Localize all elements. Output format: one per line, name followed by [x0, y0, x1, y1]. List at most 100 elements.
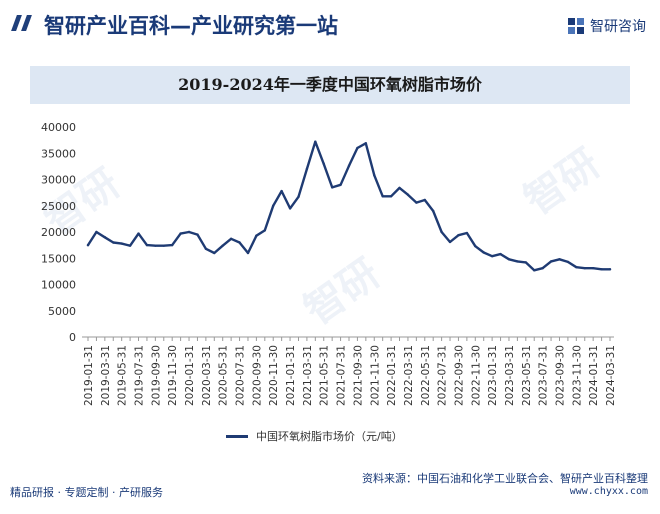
footer: 精品研报 · 专题定制 · 产研服务 www.chyxx.com	[0, 478, 660, 514]
x-tick-label: 2023-09-30	[554, 345, 566, 406]
data-point	[196, 233, 199, 236]
data-point	[137, 232, 140, 235]
footer-url: www.chyxx.com	[569, 486, 648, 497]
chart-title-bar: 2019-2024年一季度中国环氧树脂市场价	[30, 66, 630, 104]
data-point	[583, 267, 586, 270]
x-tick-label: 2022-11-30	[470, 345, 482, 406]
data-point	[549, 260, 553, 263]
data-point	[373, 174, 376, 177]
data-point	[440, 230, 443, 234]
data-point	[533, 269, 536, 272]
x-tick-label: 2023-03-31	[504, 345, 516, 406]
data-point	[95, 230, 98, 234]
data-point	[322, 162, 325, 165]
y-tick-label: 5000	[48, 305, 76, 318]
data-point	[507, 258, 511, 261]
x-tick-label: 2020-09-30	[251, 345, 263, 406]
y-tick-label: 10000	[41, 279, 76, 292]
site-header: 智研产业百科—产业研究第一站 智研咨询	[0, 0, 660, 48]
x-tick-label: 2022-01-31	[386, 345, 398, 406]
x-tick-label: 2021-07-31	[336, 345, 348, 406]
series-layer	[86, 140, 612, 272]
data-point	[238, 241, 241, 244]
x-tick-label: 2022-03-31	[403, 345, 415, 406]
data-point	[187, 230, 191, 234]
data-point	[389, 195, 393, 198]
data-point	[465, 231, 469, 235]
data-point	[204, 247, 208, 250]
x-axis: 2019-01-31 2019-03-31 2019-05-31 2019-07-31…	[82, 336, 617, 406]
chart-title: 2019-2024年一季度中国环氧树脂市场价	[178, 75, 482, 94]
data-point	[120, 242, 123, 245]
x-tick-label: 2020-11-30	[268, 345, 280, 406]
data-point	[482, 251, 485, 254]
y-tick-label: 35000	[41, 147, 76, 160]
data-point	[591, 267, 595, 270]
footer-services: 精品研报 · 专题定制 · 产研服务	[10, 486, 163, 499]
x-tick-label: 2023-11-30	[571, 345, 583, 406]
x-tick-label: 2023-01-31	[487, 345, 499, 406]
data-point	[288, 207, 292, 210]
x-tick-label: 2019-01-31	[83, 345, 95, 406]
data-point	[457, 233, 460, 237]
data-point	[541, 267, 544, 270]
data-point	[103, 236, 107, 239]
data-point	[566, 260, 570, 264]
x-tick-label: 2020-01-31	[184, 345, 196, 406]
y-tick-label: 25000	[41, 200, 76, 213]
data-point	[431, 209, 435, 213]
data-point	[154, 244, 157, 247]
x-tick-label: 2019-05-31	[117, 345, 129, 406]
data-point	[608, 268, 612, 271]
brand-logo: 智研咨询	[567, 16, 646, 36]
x-tick-label: 2024-03-31	[605, 345, 617, 406]
data-point	[112, 241, 115, 244]
x-tick-label: 2021-01-31	[285, 345, 297, 406]
x-tick-label: 2019-07-31	[134, 345, 146, 406]
source-note: 资料来源：中国石油和化学工业联合会、智研产业百科整理	[362, 472, 648, 485]
x-tick-label: 2024-01-31	[588, 345, 600, 406]
x-tick-label: 2019-09-30	[150, 345, 162, 406]
data-point	[280, 189, 283, 193]
data-point	[558, 258, 561, 261]
logo-text: 智研咨询	[590, 19, 646, 35]
x-tick-label: 2021-03-31	[302, 345, 314, 406]
data-point	[330, 186, 334, 189]
data-point	[516, 260, 519, 263]
data-point	[448, 240, 452, 244]
data-point	[229, 237, 233, 241]
x-tick-label: 2020-03-31	[201, 345, 213, 406]
x-tick-label: 2022-09-30	[453, 345, 465, 406]
legend-label: 中国环氧树脂市场价（元/吨）	[256, 430, 403, 443]
x-tick-label: 2023-05-31	[521, 345, 533, 406]
header-accent-bar	[11, 15, 22, 31]
y-tick-label: 20000	[41, 226, 76, 239]
x-tick-label: 2022-05-31	[420, 345, 432, 406]
data-point	[128, 244, 132, 247]
y-axis: 0 5000 10000 15000 20000 25000 30000 35000 40000	[41, 121, 76, 344]
data-point	[474, 244, 477, 248]
x-tick-label: 2021-05-31	[319, 345, 331, 406]
data-point	[347, 164, 351, 168]
data-point	[297, 195, 300, 199]
data-point	[272, 204, 275, 207]
x-tick-label: 2021-09-30	[352, 345, 364, 406]
data-point	[339, 183, 342, 186]
x-tick-label: 2022-07-31	[437, 345, 449, 406]
y-tick-label: 40000	[41, 121, 76, 134]
x-tick-label: 2021-11-30	[369, 345, 381, 406]
data-point	[86, 243, 90, 247]
y-tick-label: 0	[69, 331, 76, 344]
data-point	[170, 243, 174, 247]
data-point	[490, 254, 494, 258]
data-point	[255, 234, 258, 237]
data-point	[499, 252, 502, 256]
x-tick-label: 2019-11-30	[167, 345, 179, 406]
header-accent-bar	[21, 15, 32, 31]
data-point	[246, 251, 250, 255]
series-line	[86, 140, 612, 272]
data-point	[305, 167, 309, 171]
data-point	[179, 232, 182, 235]
data-point	[221, 244, 224, 247]
logo-icon	[568, 18, 584, 34]
